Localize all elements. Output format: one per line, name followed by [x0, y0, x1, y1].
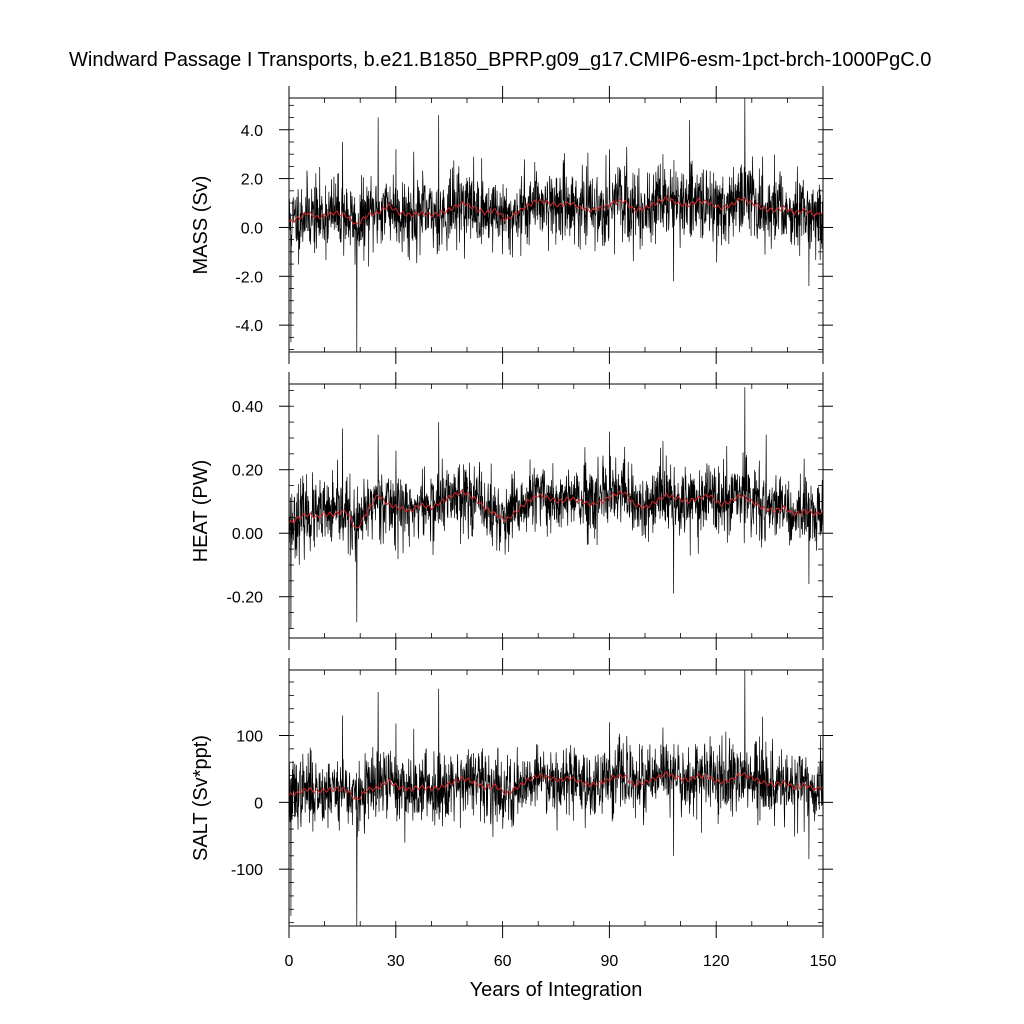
panel-salt: -100 0 100 0 30 60 90 120 150 SALT (Sv*ppt) Years …	[190, 658, 836, 1001]
chart-title: Windward Passage I Transports, b.e21.B18…	[69, 49, 931, 71]
y-axis-salt: -100 0 100	[231, 681, 833, 924]
x-axis-label: Years of Integration	[470, 979, 643, 1001]
y-tick-label: -100	[231, 862, 263, 879]
y-tick-label: -2.0	[235, 269, 263, 286]
y-tick-label: -4.0	[235, 318, 263, 335]
y-axis-mass: -4.0 -2.0 0.0 2.0 4.0	[235, 104, 833, 350]
x-tick-label: 120	[703, 953, 730, 970]
x-tick-label: 150	[810, 953, 837, 970]
series-monthly-mass	[289, 98, 823, 352]
plot-frame-salt	[288, 669, 824, 927]
y-tick-label: 0	[254, 795, 263, 812]
plot-frame-mass	[288, 97, 824, 353]
y-tick-label: 0.40	[232, 399, 263, 416]
y-tick-label: 100	[236, 729, 263, 746]
x-axis-mass	[288, 86, 824, 364]
panel-mass: -4.0 -2.0 0.0 2.0 4.0 MASS (Sv)	[190, 86, 833, 364]
x-tick-label: 90	[601, 953, 619, 970]
y-tick-label: 2.0	[241, 172, 263, 189]
series-monthly-heat	[289, 387, 823, 629]
y-tick-label: 0.20	[232, 463, 263, 480]
y-tick-label: 4.0	[241, 123, 263, 140]
y-tick-label: 0.0	[241, 220, 263, 237]
y-axis-label: MASS (Sv)	[190, 176, 212, 275]
x-axis-heat	[288, 372, 824, 650]
y-axis-label: HEAT (PW)	[190, 460, 212, 563]
series-running-mean-heat	[289, 489, 823, 529]
plot-frame-heat	[288, 383, 824, 639]
y-axis-heat: -0.20 0.00 0.20 0.40	[227, 389, 833, 629]
x-tick-label: 60	[494, 953, 512, 970]
panel-heat: -0.20 0.00 0.20 0.40 HEAT (PW)	[190, 372, 833, 650]
x-tick-label: 30	[387, 953, 405, 970]
series-monthly-salt	[289, 670, 823, 926]
y-tick-label: -0.20	[227, 590, 264, 607]
series-running-mean-salt	[289, 771, 823, 800]
y-tick-label: 0.00	[232, 526, 263, 543]
x-tick-label: 0	[285, 953, 294, 970]
y-axis-label: SALT (Sv*ppt)	[190, 735, 212, 861]
series-running-mean-mass	[289, 195, 823, 225]
panels: -4.0 -2.0 0.0 2.0 4.0 MASS (Sv) -0.20 0.00 0.20 0…	[190, 86, 836, 1001]
x-axis-salt: 0 30 60 90 120 150	[285, 658, 837, 970]
